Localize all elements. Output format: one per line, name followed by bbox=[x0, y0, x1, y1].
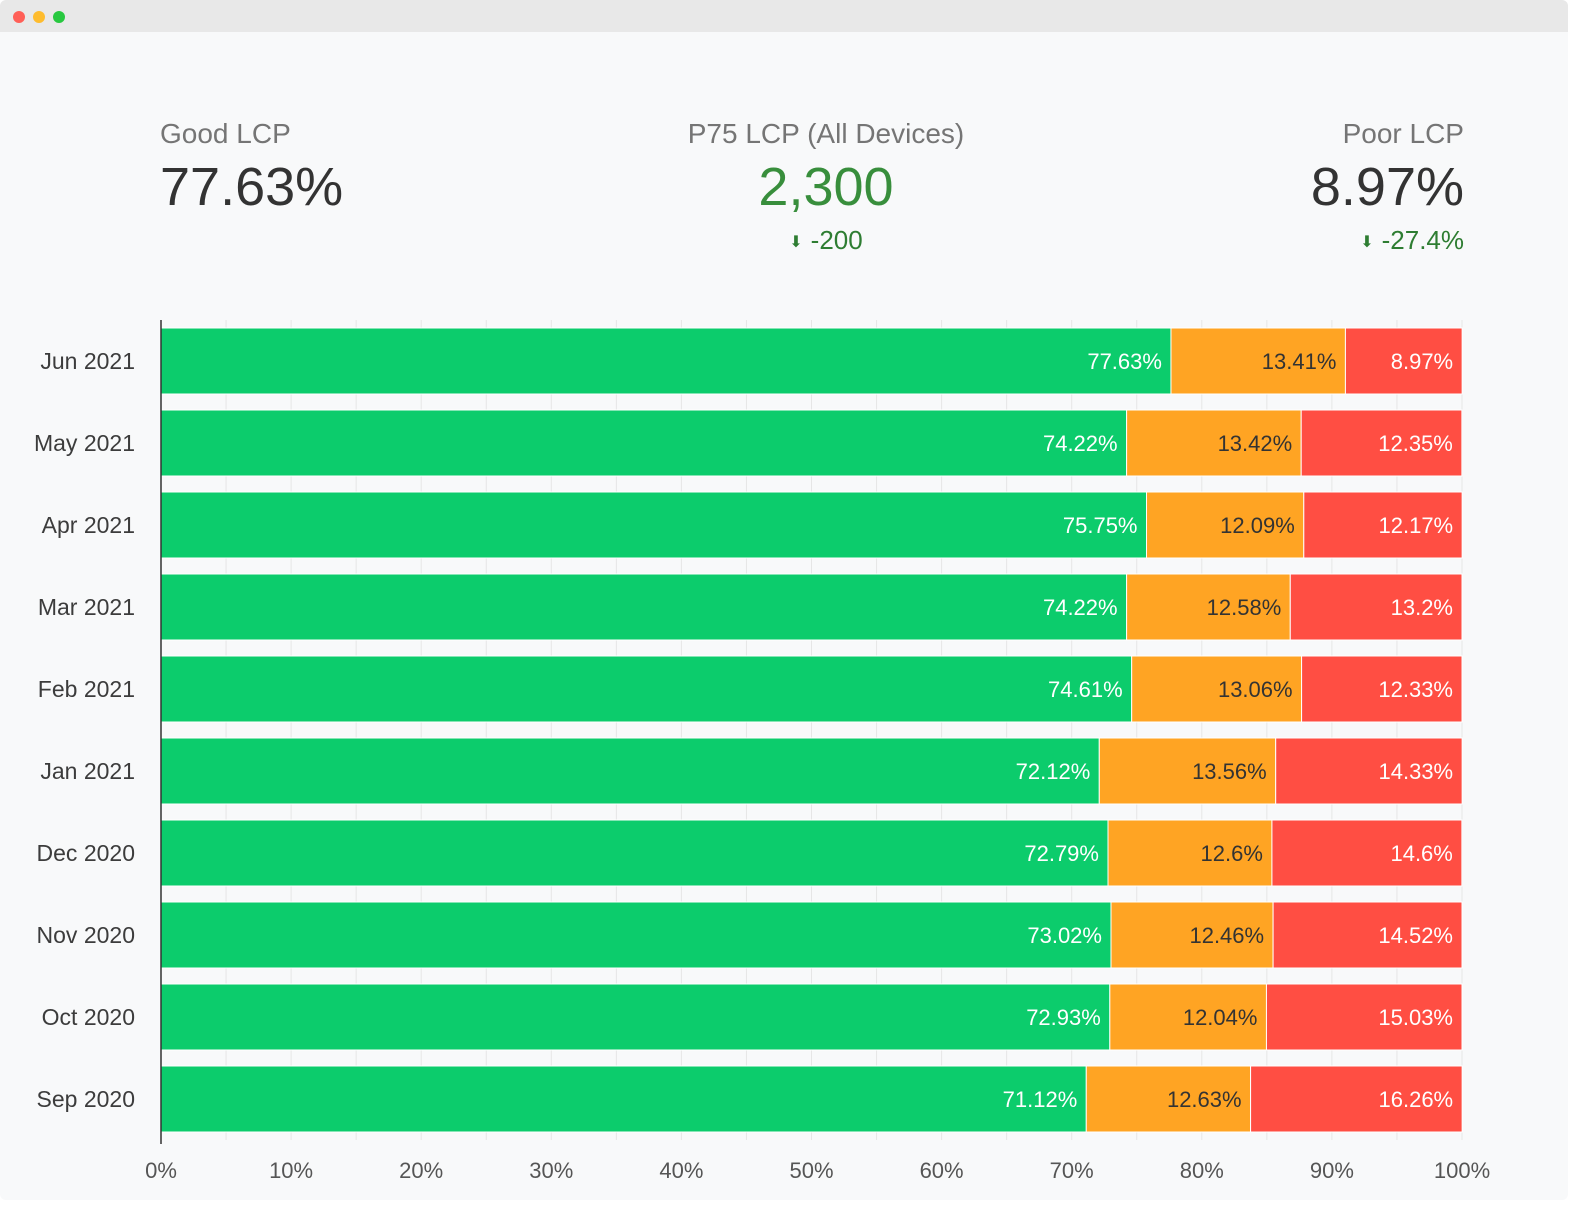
kpi-poor-lcp: Poor LCP 8.97% ⬇ -27.4% bbox=[1311, 116, 1464, 261]
bar-segment bbox=[1344, 327, 1463, 395]
x-tick-label: 90% bbox=[1310, 1158, 1354, 1183]
data-label: 12.17% bbox=[1379, 513, 1454, 538]
category-label: Jan 2021 bbox=[40, 758, 135, 784]
x-tick-label: 100% bbox=[1434, 1158, 1490, 1183]
kpi-p75-lcp: P75 LCP (All Devices) 2,300 ⬇ -200 bbox=[626, 116, 1026, 261]
bar-segment bbox=[1126, 409, 1302, 477]
kpi-poor-delta: ⬇ -27.4% bbox=[1311, 224, 1464, 261]
bar-segment bbox=[1146, 491, 1305, 559]
x-tick-label: 40% bbox=[659, 1158, 703, 1183]
data-label: 75.75% bbox=[1063, 513, 1138, 538]
kpi-p75-value: 2,300 bbox=[758, 157, 894, 217]
x-tick-label: 70% bbox=[1050, 1158, 1094, 1183]
data-label: 13.2% bbox=[1391, 595, 1453, 620]
x-tick-label: 20% bbox=[399, 1158, 443, 1183]
bar-segment bbox=[1272, 901, 1463, 969]
category-label: Sep 2020 bbox=[37, 1086, 135, 1112]
kpi-poor-delta-value: -27.4% bbox=[1381, 225, 1464, 255]
data-label: 14.33% bbox=[1379, 759, 1454, 784]
data-label: 12.04% bbox=[1183, 1005, 1258, 1030]
bar-segment bbox=[1289, 573, 1463, 641]
kpi-p75-delta-value: -200 bbox=[810, 225, 863, 255]
data-label: 13.42% bbox=[1218, 431, 1293, 456]
bar-segment bbox=[1301, 655, 1463, 723]
minimize-window-icon[interactable] bbox=[33, 11, 45, 23]
bar-segment bbox=[160, 737, 1100, 805]
data-label: 8.97% bbox=[1391, 349, 1453, 374]
data-label: 14.6% bbox=[1390, 841, 1452, 866]
bar-segment bbox=[1126, 573, 1291, 641]
close-window-icon[interactable] bbox=[13, 11, 25, 23]
category-label: Mar 2021 bbox=[38, 594, 135, 620]
data-label: 12.35% bbox=[1378, 431, 1453, 456]
data-label: 74.22% bbox=[1043, 431, 1118, 456]
x-tick-label: 10% bbox=[269, 1158, 313, 1183]
category-label: May 2021 bbox=[34, 430, 135, 456]
data-label: 14.52% bbox=[1378, 923, 1453, 948]
data-label: 16.26% bbox=[1379, 1087, 1454, 1112]
stacked-bar-chart: 77.63% 13.41% 8.97% Jun 2021 74.22% 13.42% 12.… bbox=[34, 320, 1490, 1183]
data-label: 12.6% bbox=[1201, 841, 1263, 866]
bar-segment bbox=[160, 327, 1172, 395]
bar-segment bbox=[1271, 819, 1463, 887]
bar-segment bbox=[1131, 655, 1303, 723]
window-titlebar bbox=[0, 0, 1568, 32]
data-label: 15.03% bbox=[1378, 1005, 1453, 1030]
category-label: Nov 2020 bbox=[37, 922, 135, 948]
category-label: Jun 2021 bbox=[40, 348, 135, 374]
x-tick-label: 50% bbox=[789, 1158, 833, 1183]
bar-segment bbox=[160, 901, 1112, 969]
x-tick-label: 60% bbox=[920, 1158, 964, 1183]
data-label: 72.93% bbox=[1026, 1005, 1101, 1030]
data-label: 74.61% bbox=[1048, 677, 1123, 702]
data-label: 12.46% bbox=[1189, 923, 1264, 948]
category-label: Dec 2020 bbox=[37, 840, 135, 866]
bar-segment bbox=[1300, 409, 1463, 477]
category-label: Apr 2021 bbox=[42, 512, 135, 538]
bar-segment bbox=[160, 1065, 1087, 1133]
data-label: 77.63% bbox=[1087, 349, 1162, 374]
data-label: 71.12% bbox=[1003, 1087, 1078, 1112]
bar-segment bbox=[1170, 327, 1346, 395]
bar-segment bbox=[1265, 983, 1463, 1051]
data-label: 13.41% bbox=[1262, 349, 1337, 374]
bar-segment bbox=[160, 573, 1128, 641]
bar-segment bbox=[160, 655, 1133, 723]
bar-segment bbox=[160, 819, 1109, 887]
kpi-good-value: 77.63% bbox=[160, 157, 344, 217]
bar-segment bbox=[1275, 737, 1463, 805]
data-label: 13.06% bbox=[1218, 677, 1293, 702]
x-tick-label: 80% bbox=[1180, 1158, 1224, 1183]
kpi-p75-label: P75 LCP (All Devices) bbox=[687, 118, 965, 149]
down-arrow-icon: ⬇ bbox=[789, 234, 803, 251]
category-label: Oct 2020 bbox=[42, 1004, 135, 1030]
kpi-p75-delta: ⬇ -200 bbox=[626, 224, 1026, 261]
bar-segment bbox=[1303, 491, 1463, 559]
category-label: Feb 2021 bbox=[38, 676, 135, 702]
data-label: 73.02% bbox=[1027, 923, 1102, 948]
kpi-poor-value: 8.97% bbox=[1310, 157, 1464, 217]
bar-segment bbox=[1110, 901, 1274, 969]
data-label: 74.22% bbox=[1043, 595, 1118, 620]
data-label: 12.58% bbox=[1207, 595, 1282, 620]
kpi-good-label: Good LCP bbox=[160, 118, 291, 149]
maximize-window-icon[interactable] bbox=[53, 11, 65, 23]
data-label: 13.56% bbox=[1192, 759, 1267, 784]
data-label: 72.12% bbox=[1016, 759, 1091, 784]
bar-segment bbox=[160, 491, 1148, 559]
chart-window: Good LCP 77.63% P75 LCP (All Devices) 2,… bbox=[0, 0, 1568, 1183]
x-tick-label: 0% bbox=[145, 1158, 177, 1183]
data-label: 12.63% bbox=[1167, 1087, 1242, 1112]
data-label: 12.33% bbox=[1378, 677, 1453, 702]
data-label: 12.09% bbox=[1220, 513, 1295, 538]
down-arrow-icon: ⬇ bbox=[1360, 234, 1374, 251]
kpi-good-lcp: Good LCP 77.63% bbox=[160, 116, 343, 220]
data-label: 72.79% bbox=[1024, 841, 1099, 866]
bar-segment bbox=[1250, 1065, 1463, 1133]
bar-segment bbox=[160, 983, 1111, 1051]
bar-segment bbox=[160, 409, 1128, 477]
kpi-poor-label: Poor LCP bbox=[1342, 118, 1464, 149]
x-tick-label: 30% bbox=[529, 1158, 573, 1183]
